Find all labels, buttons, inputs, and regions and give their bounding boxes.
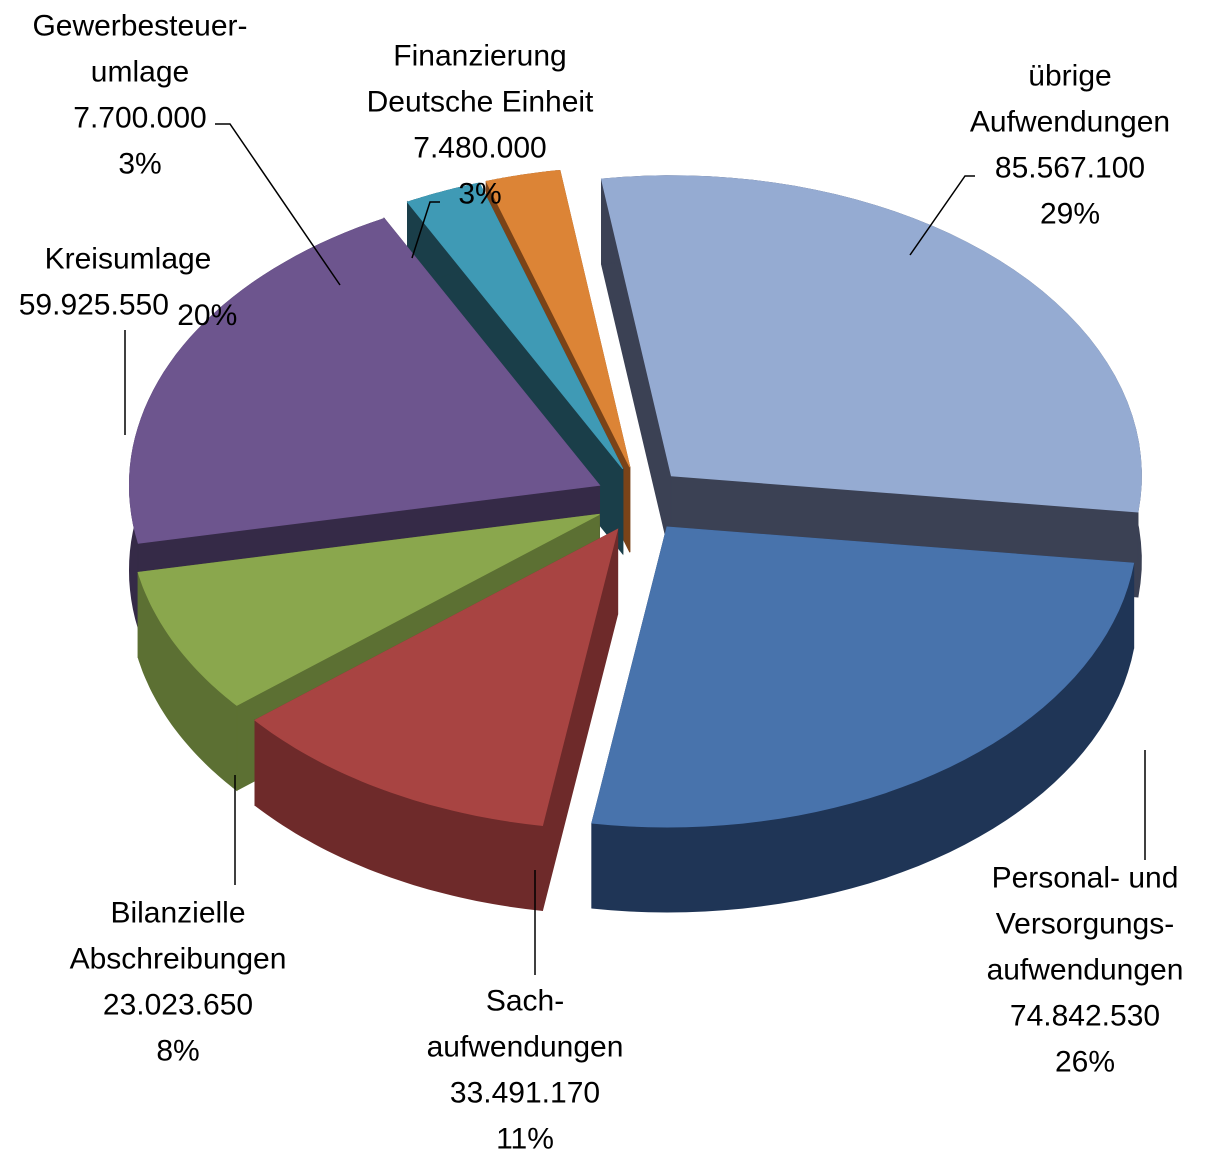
category-line: Aufwendungen (970, 106, 1170, 139)
category-label: Finanzierung Deutsche Einheit (367, 40, 594, 119)
category-line: Gewerbesteuer- (32, 10, 247, 43)
slice-top (485, 169, 631, 468)
value-label: 33.491.170 (450, 1077, 600, 1110)
slice-top (406, 182, 624, 470)
category-line: Personal- und (992, 862, 1179, 895)
category-label: Personal- und Versorgungs-aufwendungen (987, 862, 1184, 987)
category-label: Kreisumlage (45, 243, 212, 276)
category-line: aufwendungen (987, 954, 1184, 987)
slice-top (128, 218, 601, 544)
category-line: aufwendungen (427, 1031, 624, 1064)
slice-top (591, 526, 1135, 828)
slice-top (137, 513, 600, 706)
value-label: 23.023.650 (103, 989, 253, 1022)
category-line: Finanzierung (393, 40, 566, 73)
percent-label: 8% (156, 1035, 199, 1068)
leader-line (909, 175, 975, 256)
value-text: 59.925.550 (19, 289, 177, 322)
category-line: Bilanzielle (110, 897, 245, 930)
category-line: Sach- (486, 985, 564, 1018)
percent-text: 20% (177, 299, 237, 332)
value-label: 59.925.550 20% (19, 289, 238, 333)
slice-top (254, 528, 619, 826)
percent-label: 26% (1055, 1046, 1115, 1079)
value-label: 7.700.000 (73, 102, 206, 135)
category-line: Versorgungs- (996, 908, 1174, 941)
category-label: übrige Aufwendungen (970, 60, 1170, 139)
category-label: Gewerbesteuer-umlage (32, 10, 247, 89)
category-line: übrige (1028, 60, 1111, 93)
leader-line (411, 201, 440, 259)
category-line: umlage (91, 56, 189, 89)
category-line: Abschreibungen (70, 943, 287, 976)
percent-label: 3% (458, 178, 501, 211)
percent-label: 3% (118, 148, 161, 181)
category-line: Kreisumlage (45, 243, 212, 276)
percent-label: 29% (1040, 198, 1100, 231)
value-label: 74.842.530 (1010, 1000, 1160, 1033)
slice-top (600, 175, 1142, 513)
value-label: 7.480.000 (413, 132, 546, 165)
category-label: Sach-aufwendungen (427, 985, 624, 1064)
value-label: 85.567.100 (995, 152, 1145, 185)
leader-line (215, 123, 341, 286)
percent-label: 11% (496, 1123, 554, 1149)
category-line: Deutsche Einheit (367, 86, 594, 119)
category-label: Bilanzielle Abschreibungen (70, 897, 287, 976)
